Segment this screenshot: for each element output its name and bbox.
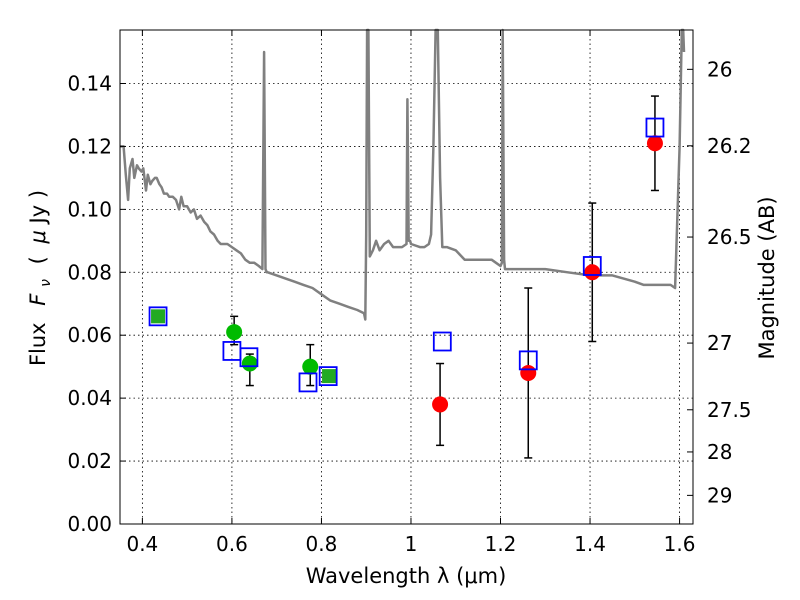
observed_green-point [226, 324, 243, 341]
y-label-flux: Flux [26, 322, 50, 366]
points-layer [148, 117, 665, 413]
x-tick-label: 0.8 [306, 532, 338, 556]
observed_green-point [241, 355, 258, 372]
model_photometry-point [582, 256, 602, 276]
y-tick-label: 0.06 [67, 323, 112, 347]
right-tick-label: 26 [707, 57, 732, 81]
observed_green-point [302, 358, 319, 375]
y-axis-label-right: Magnitude (AB) [755, 196, 779, 359]
model_photometry-point [318, 366, 338, 387]
right-tick-label: 29 [707, 483, 732, 507]
x-tick-label: 1.6 [664, 532, 696, 556]
model-sed-line [120, 28, 686, 321]
observed_red-point [432, 396, 449, 413]
model_photometry-point [518, 350, 538, 371]
model_photometry-point [148, 306, 168, 327]
green_squares-point [322, 369, 337, 384]
y-tick-label: 0.02 [67, 449, 112, 473]
right-tick-label: 28 [707, 440, 732, 464]
right-tick-label: 27.5 [707, 398, 752, 422]
y-label-nu: ν [38, 279, 54, 287]
observed_red-point [520, 364, 537, 381]
y-tick-label: 0.14 [67, 71, 112, 95]
y-tick-label: 0.04 [67, 386, 112, 410]
model_photometry-point [645, 117, 665, 138]
right-tick-label: 26.2 [707, 134, 752, 158]
x-axis-label: Wavelength λ (μm) [306, 564, 507, 588]
y-label-unit: Jy ) [26, 190, 50, 226]
x-tick-label: 0.6 [216, 532, 248, 556]
y-label-mu: μ [26, 230, 50, 244]
observed_red-point [646, 135, 663, 152]
model_photometry-point [298, 372, 318, 393]
y-tick-label: 0.10 [67, 197, 112, 221]
y-label-paren: ( [26, 256, 50, 264]
x-tick-label: 0.4 [126, 532, 158, 556]
x-tick-label: 1.2 [485, 532, 517, 556]
y-axis-label-left: Flux F ν ( μ Jy ) [26, 190, 55, 366]
observed_red-point [584, 264, 601, 281]
y-label-f: F [26, 293, 50, 306]
y-tick-label: 0.00 [67, 512, 112, 536]
y-tick-label: 0.12 [67, 134, 112, 158]
right-tick-label: 27 [707, 331, 732, 355]
model_photometry-point [239, 347, 259, 368]
x-tick-label: 1 [405, 532, 418, 556]
x-tick-label: 1.4 [574, 532, 606, 556]
sed-layer [120, 28, 686, 321]
green_squares-point [151, 309, 166, 324]
model_photometry-point [432, 331, 452, 352]
tick-layer: 0.4 0.6 0.8 1 1.2 1.4 1.6 0.00 0.02 0.04 0.06 0.08 0… [67, 30, 752, 556]
right-tick-label: 26.5 [707, 225, 752, 249]
plot-frame [119, 29, 694, 525]
y-tick-label: 0.08 [67, 260, 112, 284]
